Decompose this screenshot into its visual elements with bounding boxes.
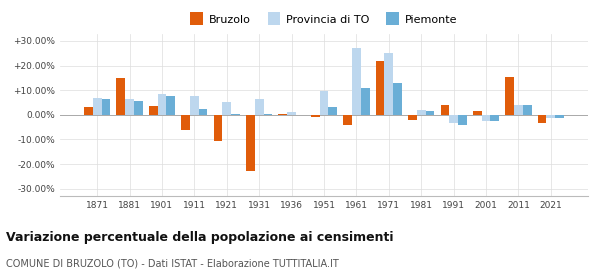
Bar [158, 94, 166, 115]
Bar [538, 115, 547, 123]
Bar [263, 114, 272, 115]
Bar [473, 111, 482, 115]
Bar [352, 48, 361, 115]
Bar [555, 115, 564, 118]
Bar [93, 97, 101, 115]
Bar [385, 53, 393, 115]
Bar [231, 114, 240, 115]
Legend: Bruzolo, Provincia di TO, Piemonte: Bruzolo, Provincia di TO, Piemonte [190, 13, 458, 25]
Bar [523, 105, 532, 115]
Bar [125, 99, 134, 115]
Bar [199, 109, 208, 115]
Bar [84, 108, 93, 115]
Bar [311, 115, 320, 117]
Bar [440, 105, 449, 115]
Bar [547, 115, 555, 118]
Bar [134, 101, 143, 115]
Bar [166, 96, 175, 115]
Bar [278, 114, 287, 115]
Bar [101, 99, 110, 115]
Bar [514, 105, 523, 115]
Bar [458, 115, 467, 125]
Bar [116, 78, 125, 115]
Bar [482, 115, 490, 121]
Bar [393, 83, 402, 115]
Bar [255, 99, 263, 115]
Bar [490, 115, 499, 121]
Bar [246, 115, 255, 171]
Bar [417, 110, 425, 115]
Bar [181, 115, 190, 130]
Bar [320, 92, 328, 115]
Bar [328, 108, 337, 115]
Bar [214, 115, 223, 141]
Bar [223, 102, 231, 115]
Bar [376, 61, 385, 115]
Bar [190, 96, 199, 115]
Text: COMUNE DI BRUZOLO (TO) - Dati ISTAT - Elaborazione TUTTITALIA.IT: COMUNE DI BRUZOLO (TO) - Dati ISTAT - El… [6, 259, 339, 269]
Bar [287, 112, 296, 115]
Bar [408, 115, 417, 120]
Bar [361, 88, 370, 115]
Text: Variazione percentuale della popolazione ai censimenti: Variazione percentuale della popolazione… [6, 231, 394, 244]
Bar [149, 106, 158, 115]
Bar [343, 115, 352, 125]
Bar [449, 115, 458, 123]
Bar [505, 77, 514, 115]
Bar [425, 111, 434, 115]
